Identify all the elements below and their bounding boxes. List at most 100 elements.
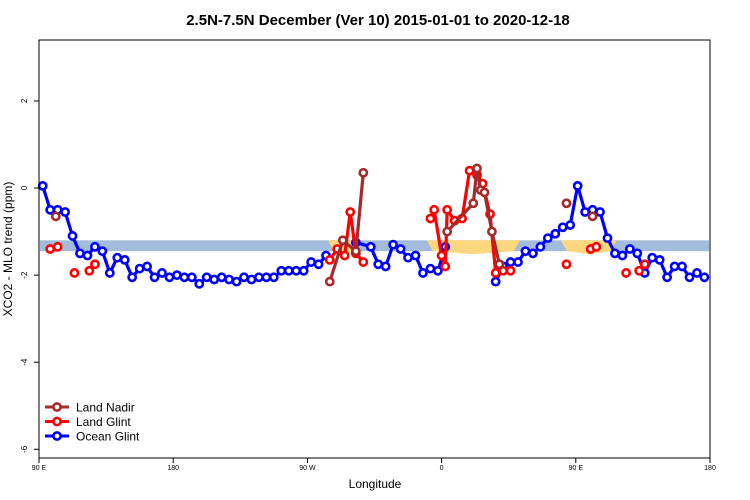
chart-title: 2.5N-7.5N December (Ver 10) 2015-01-01 t… [186, 12, 570, 29]
data-point-0-0-32 [276, 265, 287, 276]
legend-marker-2 [52, 431, 62, 441]
data-point-0-0-7 [90, 241, 100, 252]
data-point-1-1-0 [69, 268, 80, 278]
data-point-0-2-15 [602, 233, 613, 244]
data-point-2-3-0 [561, 198, 572, 209]
data-point-0-0-30 [261, 272, 272, 283]
data-point-0-1-7 [410, 250, 421, 261]
data-point-0-0-15 [149, 272, 160, 283]
data-point-0-2-10 [565, 220, 576, 230]
plot-frame [38, 39, 711, 459]
data-point-1-3-5 [358, 257, 369, 267]
data-point-0-0-27 [239, 272, 249, 283]
data-point-0-1-8 [418, 268, 428, 278]
data-point-0-1-1 [365, 241, 376, 252]
x-axis: 90 E 180 90 W 0 90 E 180 [32, 458, 716, 472]
data-point-0-0-31 [268, 272, 279, 283]
data-point-0-1-5 [395, 244, 406, 254]
data-point-0-0-9 [104, 268, 115, 278]
legend-label-2: Ocean Glint [76, 430, 140, 444]
data-point-0-0-13 [134, 263, 145, 274]
y-axis-label: XCO2 - MLO trend (ppm) [1, 182, 15, 317]
data-point-0-2-26 [684, 272, 695, 283]
x-tick-label-3: 0 [440, 465, 444, 472]
y-tick-label-3: -4 [20, 358, 29, 366]
data-point-0-2-6 [535, 241, 546, 252]
series-land-glint [45, 165, 650, 278]
data-point-0-1-3 [380, 261, 391, 272]
data-point-0-2-14 [595, 207, 605, 217]
data-point-1-4-2 [436, 250, 447, 261]
data-point-2-2-4 [479, 187, 490, 198]
series-ocean-glint [37, 180, 710, 289]
y-tick-label-0: 2 [20, 98, 29, 103]
data-point-1-3-3 [345, 207, 356, 217]
data-point-0-0-4 [67, 231, 78, 241]
data-point-0-2-22 [654, 254, 665, 265]
data-point-0-2-23 [662, 272, 673, 283]
y-tick-label-1: 0 [20, 185, 29, 190]
data-point-0-0-18 [172, 270, 182, 281]
data-point-1-4-7 [464, 165, 475, 176]
data-point-1-3-2 [339, 250, 350, 261]
data-point-0-0-19 [179, 272, 190, 283]
data-point-0-1-9 [425, 263, 436, 274]
data-point-2-2-1 [468, 198, 479, 209]
data-point-0-0-29 [254, 272, 264, 283]
x-tick-label-0: 90 E [32, 465, 47, 472]
data-point-0-2-19 [632, 248, 643, 259]
data-point-0-0-0 [37, 180, 48, 191]
data-point-0-0-8 [97, 246, 108, 257]
data-point-0-2-11 [572, 180, 583, 191]
data-point-0-1-2 [373, 259, 384, 270]
data-point-1-2-0 [84, 265, 95, 276]
data-point-0-0-35 [298, 265, 309, 276]
data-point-0-0-1 [45, 204, 56, 215]
data-point-1-5-0 [561, 259, 572, 270]
data-point-1-4-4 [442, 204, 453, 215]
data-point-0-1-6 [403, 252, 413, 263]
data-point-0-1-10 [432, 265, 443, 276]
data-point-0-0-37 [313, 259, 324, 270]
data-point-0-0-33 [283, 265, 294, 276]
data-point-0-0-24 [216, 272, 227, 283]
data-point-1-4-13 [505, 265, 516, 276]
data-point-0-0-23 [209, 274, 220, 285]
data-point-1-4-1 [429, 204, 440, 215]
data-point-0-2-7 [542, 233, 553, 244]
data-point-1-7-0 [621, 268, 632, 278]
data-point-0-2-24 [669, 261, 680, 272]
data-point-0-2-0 [490, 276, 501, 287]
data-point-0-2-3 [513, 257, 523, 267]
data-point-2-1-3 [358, 167, 369, 178]
data-point-0-0-25 [224, 274, 235, 285]
data-point-0-0-28 [246, 274, 257, 285]
data-point-1-3-0 [324, 254, 335, 265]
data-point-0-0-5 [75, 248, 85, 259]
data-point-0-2-28 [699, 272, 710, 283]
data-point-0-0-3 [60, 207, 70, 217]
data-point-1-0-0 [45, 244, 56, 254]
data-point-0-0-10 [112, 252, 123, 263]
data-point-1-2-1 [90, 259, 100, 270]
data-point-0-2-8 [550, 228, 561, 239]
series-land-nadir [50, 163, 598, 287]
legend-marker-0 [52, 402, 62, 412]
data-point-0-2-2 [505, 257, 516, 267]
data-point-1-0-1 [52, 241, 63, 252]
data-point-0-0-16 [157, 268, 167, 278]
x-tick-label-1: 180 [167, 465, 179, 472]
data-point-1-4-0 [425, 213, 436, 224]
data-point-2-2-0 [442, 226, 453, 237]
data-point-2-2-6 [494, 259, 505, 270]
legend-label-1: Land Glint [76, 415, 131, 429]
data-point-0-2-4 [520, 246, 531, 257]
data-point-0-2-9 [557, 222, 568, 233]
x-axis-label: Longitude [349, 477, 402, 491]
data-point-0-0-17 [164, 272, 175, 283]
legend-label-0: Land Nadir [76, 401, 135, 415]
data-point-0-0-12 [127, 272, 138, 283]
data-point-0-0-21 [194, 278, 205, 289]
